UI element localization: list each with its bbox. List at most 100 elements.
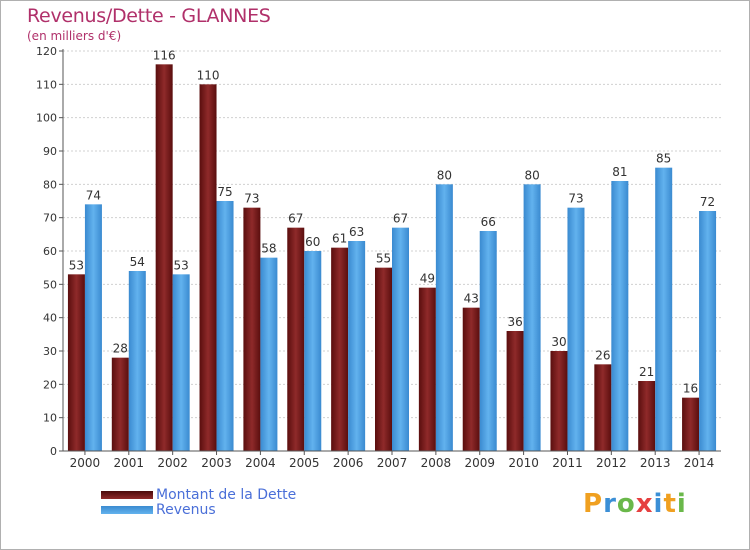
legend-swatch-debt bbox=[101, 491, 153, 499]
y-tick-label: 80 bbox=[43, 178, 57, 191]
revenue-bar bbox=[611, 181, 629, 451]
y-tick-label: 110 bbox=[36, 78, 57, 91]
debt-value-label: 49 bbox=[420, 272, 435, 286]
revenue-value-label: 72 bbox=[700, 195, 715, 209]
debt-bar bbox=[506, 331, 524, 451]
revenue-value-label: 74 bbox=[86, 188, 101, 202]
debt-value-label: 28 bbox=[113, 342, 128, 356]
legend-label-revenue: Revenus bbox=[156, 502, 216, 518]
debt-bar bbox=[375, 267, 392, 451]
y-tick-label: 50 bbox=[43, 278, 57, 291]
logo-letter: P bbox=[583, 489, 604, 519]
x-tick-label: 2009 bbox=[464, 456, 495, 470]
x-tick-label: 2011 bbox=[552, 456, 583, 470]
debt-bar bbox=[111, 357, 129, 451]
revenue-value-label: 73 bbox=[568, 192, 583, 206]
revenue-bar bbox=[655, 167, 673, 451]
revenue-bar bbox=[479, 231, 497, 451]
revenue-bar bbox=[435, 184, 453, 452]
legend-swatch-revenue bbox=[101, 506, 153, 514]
y-tick-label: 30 bbox=[43, 345, 57, 358]
revenue-value-label: 80 bbox=[524, 168, 539, 182]
logo-letter: i bbox=[653, 489, 664, 519]
revenue-value-label: 85 bbox=[656, 152, 671, 166]
debt-bar bbox=[594, 364, 612, 451]
revenue-bar bbox=[567, 207, 585, 451]
debt-bar bbox=[243, 207, 261, 451]
revenue-bar bbox=[523, 184, 541, 452]
revenue-value-label: 60 bbox=[305, 235, 320, 249]
x-tick-label: 2004 bbox=[245, 456, 276, 470]
y-tick-label: 40 bbox=[43, 312, 57, 325]
debt-value-label: 55 bbox=[376, 252, 391, 266]
revenue-value-label: 54 bbox=[130, 255, 145, 269]
revenue-bar bbox=[392, 227, 409, 451]
x-tick-label: 2007 bbox=[377, 456, 408, 470]
y-tick-label: 0 bbox=[50, 445, 57, 458]
debt-value-label: 53 bbox=[69, 258, 84, 272]
x-tick-label: 2012 bbox=[596, 456, 627, 470]
debt-bar bbox=[462, 307, 480, 451]
logo-letter: r bbox=[603, 489, 617, 519]
proxiti-logo: Proxiti bbox=[583, 489, 687, 519]
x-tick-label: 2000 bbox=[70, 456, 101, 470]
debt-value-label: 116 bbox=[153, 48, 176, 62]
revenue-bar bbox=[216, 201, 234, 451]
revenue-value-label: 63 bbox=[349, 225, 364, 239]
chart-title: Revenus/Dette - GLANNES bbox=[27, 5, 271, 27]
debt-bar bbox=[550, 351, 568, 451]
debt-value-label: 61 bbox=[332, 232, 347, 246]
y-tick-label: 20 bbox=[43, 378, 57, 391]
x-tick-label: 2001 bbox=[114, 456, 145, 470]
revenue-value-label: 80 bbox=[437, 168, 452, 182]
debt-bar bbox=[67, 274, 85, 451]
y-tick-label: 120 bbox=[36, 45, 57, 58]
debt-bar bbox=[287, 227, 305, 451]
y-tick-label: 10 bbox=[43, 412, 57, 425]
logo-letter: o bbox=[616, 489, 636, 519]
x-tick-label: 2013 bbox=[640, 456, 671, 470]
revenue-bar bbox=[699, 211, 717, 451]
debt-value-label: 73 bbox=[244, 192, 259, 206]
revenue-value-label: 75 bbox=[217, 185, 232, 199]
debt-bar bbox=[155, 64, 173, 452]
x-tick-label: 2006 bbox=[333, 456, 364, 470]
y-tick-label: 70 bbox=[43, 212, 57, 225]
debt-value-label: 110 bbox=[197, 68, 220, 82]
debt-bar bbox=[682, 397, 700, 451]
logo-letter: t bbox=[663, 489, 677, 519]
y-tick-label: 90 bbox=[43, 145, 57, 158]
logo-letter: x bbox=[635, 489, 654, 519]
x-tick-label: 2014 bbox=[684, 456, 715, 470]
x-tick-label: 2002 bbox=[157, 456, 188, 470]
logo-letter: i bbox=[676, 489, 687, 519]
debt-value-label: 36 bbox=[507, 315, 522, 329]
revenue-value-label: 67 bbox=[393, 212, 408, 226]
revenue-bar bbox=[128, 271, 146, 451]
revenue-value-label: 53 bbox=[174, 258, 189, 272]
revenue-bar bbox=[348, 241, 366, 451]
debt-value-label: 67 bbox=[288, 212, 303, 226]
debt-bar bbox=[331, 247, 349, 451]
revenue-value-label: 58 bbox=[261, 242, 276, 256]
revenue-bar bbox=[260, 257, 278, 451]
chart-subtitle: (en milliers d'€) bbox=[27, 29, 122, 43]
y-tick-label: 60 bbox=[43, 245, 57, 258]
x-tick-label: 2008 bbox=[421, 456, 452, 470]
debt-value-label: 43 bbox=[464, 292, 479, 306]
debt-value-label: 21 bbox=[639, 365, 654, 379]
x-tick-label: 2010 bbox=[508, 456, 539, 470]
revenue-bar bbox=[172, 274, 190, 451]
legend-label-debt: Montant de la Dette bbox=[156, 487, 297, 503]
revenue-value-label: 81 bbox=[612, 165, 627, 179]
x-tick-label: 2005 bbox=[289, 456, 320, 470]
y-tick-label: 100 bbox=[36, 112, 57, 125]
debt-bar bbox=[638, 381, 656, 451]
debt-value-label: 26 bbox=[595, 348, 610, 362]
debt-value-label: 16 bbox=[683, 382, 698, 396]
revenue-bar bbox=[84, 204, 102, 451]
revenue-value-label: 66 bbox=[481, 215, 496, 229]
revenue-bar bbox=[304, 251, 322, 451]
